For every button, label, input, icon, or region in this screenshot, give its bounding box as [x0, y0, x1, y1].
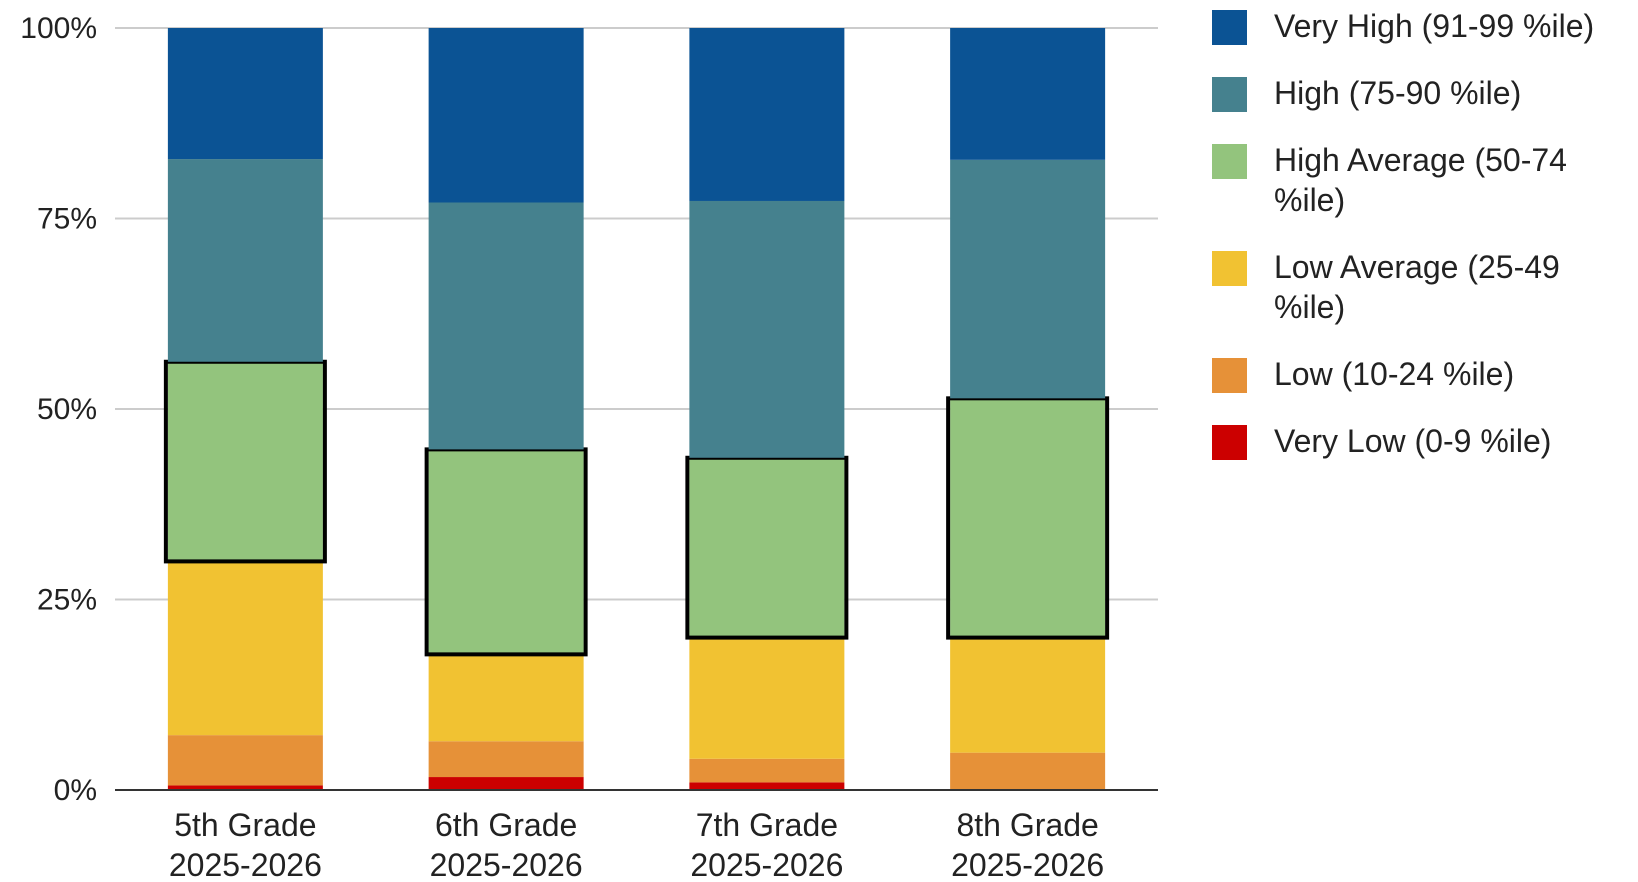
legend-label: Very High (91-99 %ile): [1274, 8, 1595, 44]
legend-item-low: Low (10-24 %ile): [1212, 354, 1632, 394]
legend-label: Low Average (25-49 %ile): [1274, 249, 1560, 325]
y-tick-label: 100%: [20, 12, 97, 45]
bar-segment: [167, 561, 323, 736]
bar-segment: [167, 361, 323, 562]
bar-segment: [689, 200, 845, 458]
legend-swatch: [1212, 358, 1247, 393]
bar-segment: [950, 398, 1106, 638]
x-tick-label: 6th Grade: [435, 807, 577, 843]
bar-segment: [428, 28, 584, 203]
bar-segment: [428, 202, 584, 450]
bar-segment: [689, 782, 845, 790]
x-tick-label: 2025-2026: [169, 847, 322, 882]
legend-label: High Average (50-74 %ile): [1274, 142, 1567, 218]
legend-label: High (75-90 %ile): [1274, 75, 1522, 111]
x-tick-label: 8th Grade: [956, 807, 1098, 843]
legend-swatch: [1212, 77, 1247, 112]
bar-segment: [167, 159, 323, 362]
bar-segment: [167, 28, 323, 160]
x-tick-label: 2025-2026: [430, 847, 583, 882]
legend-item-low-average: Low Average (25-49 %ile): [1212, 247, 1632, 327]
legend-swatch: [1212, 10, 1247, 45]
bar-segment: [689, 637, 845, 759]
legend-swatch: [1212, 425, 1247, 460]
bar-segment: [689, 28, 845, 201]
y-tick-label: 50%: [37, 393, 97, 426]
bar-segment: [689, 457, 845, 638]
bar-segment: [428, 449, 584, 655]
x-tick-label: 5th Grade: [174, 807, 316, 843]
chart-legend: Very High (91-99 %ile) High (75-90 %ile)…: [1212, 6, 1632, 488]
y-tick-label: 0%: [54, 774, 97, 807]
bar-segment: [950, 637, 1106, 753]
legend-label: Low (10-24 %ile): [1274, 356, 1515, 392]
bar-segment: [428, 777, 584, 790]
bar-segment: [950, 159, 1106, 399]
y-tick-label: 75%: [37, 203, 97, 236]
legend-label: Very Low (0-9 %ile): [1274, 423, 1552, 459]
y-tick-label: 25%: [37, 584, 97, 617]
legend-item-very-high: Very High (91-99 %ile): [1212, 6, 1632, 46]
legend-item-high: High (75-90 %ile): [1212, 73, 1632, 113]
legend-swatch: [1212, 144, 1247, 179]
x-tick-label: 7th Grade: [696, 807, 838, 843]
highlight-outline: [163, 359, 327, 564]
legend-swatch: [1212, 251, 1247, 286]
bar-segment: [167, 785, 323, 790]
legend-item-very-low: Very Low (0-9 %ile): [1212, 421, 1632, 461]
x-tick-label: 2025-2026: [951, 847, 1104, 882]
bar-segment: [689, 758, 845, 783]
bar-segment: [428, 654, 584, 742]
bar-segment: [950, 752, 1106, 790]
legend-item-high-average: High Average (50-74 %ile): [1212, 140, 1632, 220]
x-tick-label: 2025-2026: [690, 847, 843, 882]
bar-segment: [167, 735, 323, 786]
bar-segment: [950, 28, 1106, 160]
bar-segment: [428, 741, 584, 778]
